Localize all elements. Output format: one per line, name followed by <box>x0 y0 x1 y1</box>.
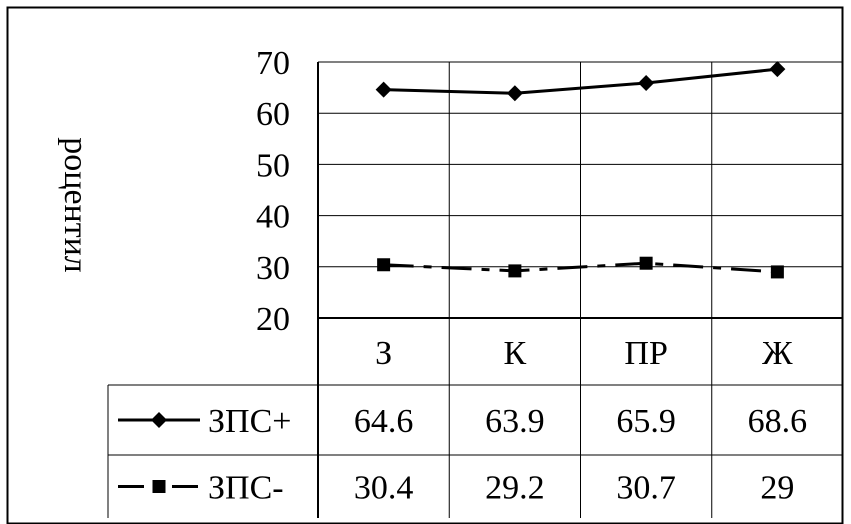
data-table-value: 29 <box>760 470 794 507</box>
legend-label: ЗПС+ <box>208 403 291 440</box>
series-group <box>375 61 786 279</box>
y-tick-labels: 20 30 40 50 60 70 <box>256 45 290 338</box>
y-tick-label: 20 <box>256 301 290 338</box>
data-table-value: 30.4 <box>354 470 414 507</box>
data-point-diamond <box>506 85 523 102</box>
legend-key-diamond <box>151 412 167 428</box>
series-line <box>383 67 778 95</box>
data-table-value: 64.6 <box>354 403 414 440</box>
data-table-value: 68.6 <box>748 403 808 440</box>
data-point-diamond <box>769 61 786 78</box>
legend-label: ЗПС- <box>208 470 284 507</box>
data-table-value: 29.2 <box>485 470 545 507</box>
y-tick-label: 60 <box>256 96 290 133</box>
data-point-square <box>639 256 653 270</box>
data-point-diamond <box>375 81 392 98</box>
legend-key-square <box>152 480 166 493</box>
y-tick-label: 50 <box>256 147 290 184</box>
data-table: ЗПС+ 64.6 63.9 65.9 68.6 ЗПС- 30.4 29.2 30.7 29 <box>118 403 807 507</box>
category-label: К <box>504 335 527 372</box>
y-tick-label: 70 <box>256 45 290 82</box>
category-label: ПР <box>624 335 667 372</box>
data-table-value: 63.9 <box>485 403 545 440</box>
y-tick-label: 30 <box>256 250 290 287</box>
data-table-value: 65.9 <box>616 403 676 440</box>
category-labels: З К ПР Ж <box>375 335 793 372</box>
y-axis-label: роцентил <box>57 137 94 273</box>
data-table-value: 30.7 <box>616 470 676 507</box>
series-line <box>383 261 778 274</box>
y-tick-label: 40 <box>256 199 290 236</box>
category-label: Ж <box>762 335 793 372</box>
data-point-square <box>377 258 391 272</box>
data-point-square <box>508 264 522 278</box>
data-point-diamond <box>638 74 655 91</box>
data-point-square <box>770 265 784 279</box>
category-label: З <box>375 335 392 372</box>
